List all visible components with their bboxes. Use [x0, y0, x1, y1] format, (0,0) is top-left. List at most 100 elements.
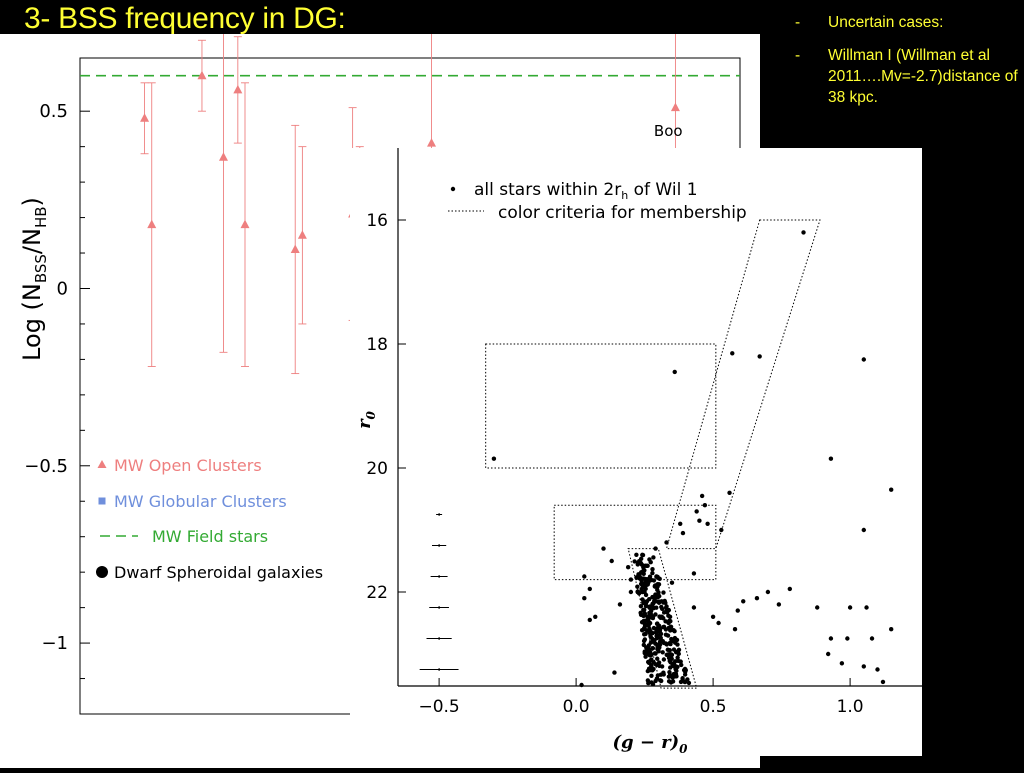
star-point	[735, 608, 740, 613]
star-point	[632, 559, 637, 564]
note-bullet: -	[795, 47, 801, 64]
y-tick-label: 0.5	[39, 101, 68, 122]
star-point	[646, 666, 652, 671]
star-point	[651, 625, 657, 631]
star-point	[765, 589, 771, 595]
star-point	[889, 627, 894, 632]
star-point	[642, 582, 647, 587]
y-axis-label: Log (NBSS/NHB)	[18, 197, 50, 361]
star-point	[716, 620, 721, 626]
star-point	[654, 633, 659, 639]
star-point	[845, 636, 850, 641]
star-point	[657, 629, 662, 634]
star-point	[653, 651, 658, 656]
star-point	[652, 595, 658, 600]
membership-polygon	[665, 219, 821, 550]
star-point	[649, 657, 654, 662]
legend: MW Open Clusters MW Globular Clusters MW F…	[96, 456, 323, 582]
star-point	[635, 589, 640, 595]
star-point	[776, 602, 782, 607]
star-point	[647, 574, 653, 579]
star-point	[656, 660, 662, 665]
note-item: - Uncertain cases:	[795, 12, 1024, 33]
star-point	[675, 655, 680, 660]
star-point	[880, 679, 886, 685]
open-cluster-point	[290, 244, 300, 253]
legend-label: color criteria for membership	[498, 203, 747, 223]
membership-box	[553, 504, 717, 581]
star-point	[642, 623, 648, 628]
star-point	[667, 614, 673, 620]
star-point	[727, 490, 732, 495]
star-point	[678, 521, 683, 526]
star-point	[650, 567, 655, 572]
star-point	[847, 605, 853, 610]
y-tick-label: 20	[366, 459, 388, 479]
star-point	[662, 598, 667, 604]
note-text: Willman I (Willman et al 2011….Mv=-2.7)d…	[828, 47, 1018, 106]
star-point	[671, 661, 677, 666]
bss-frequency-chart: 0.50−0.5−1−5 BooCarinaCVINGCNGC5 MW Open…	[18, 0, 983, 744]
x-tick-label: 0.5	[700, 697, 727, 717]
star-point	[638, 581, 644, 587]
membership-criteria-layer	[485, 219, 821, 689]
star-point	[657, 626, 662, 631]
open-cluster-point	[297, 230, 307, 239]
star-point	[634, 552, 639, 557]
star-point	[647, 653, 653, 658]
star-point	[741, 599, 746, 604]
star-point	[641, 642, 647, 648]
star-point	[635, 584, 640, 589]
star-point	[649, 673, 654, 678]
star-point	[650, 601, 655, 607]
star-point	[702, 503, 708, 508]
star-point	[639, 577, 644, 583]
star-point	[676, 651, 681, 657]
star-point	[676, 658, 681, 664]
x-tick-label: 1.0	[837, 697, 864, 717]
star-point	[628, 577, 634, 582]
star-point	[640, 552, 645, 558]
star-point	[828, 636, 834, 641]
star-point	[647, 605, 652, 610]
legend-square-marker	[98, 497, 106, 505]
legend: all stars within 2rh of Wil 1 color crit…	[448, 180, 747, 223]
legend-label: all stars within 2rh of Wil 1	[474, 180, 698, 202]
star-point	[682, 672, 688, 677]
star-point	[640, 597, 645, 602]
open-cluster-point	[147, 219, 157, 229]
star-point	[658, 615, 663, 621]
star-point	[666, 620, 671, 626]
note-bullet: -	[795, 14, 801, 31]
star-point	[680, 530, 686, 536]
star-point	[670, 679, 676, 684]
star-point	[666, 674, 672, 679]
star-point	[628, 589, 634, 595]
star-point	[638, 603, 644, 609]
star-point	[869, 636, 875, 641]
star-point	[672, 635, 678, 641]
star-point	[664, 540, 669, 545]
legend-label: MW Open Clusters	[114, 456, 262, 475]
open-cluster-point	[197, 70, 207, 80]
star-point	[691, 605, 697, 610]
star-point	[587, 617, 592, 623]
star-point	[655, 656, 660, 661]
star-point	[825, 651, 831, 657]
star-point	[699, 493, 705, 499]
star-point	[665, 610, 670, 615]
star-point	[787, 586, 793, 592]
star-point	[642, 585, 647, 590]
star-point	[672, 628, 677, 634]
star-point	[582, 574, 587, 579]
annotation-label: Boo	[654, 122, 683, 140]
star-point	[636, 572, 641, 577]
y-tick-label: −0.5	[24, 456, 68, 477]
star-point	[625, 565, 631, 570]
star-point	[679, 662, 684, 668]
star-point	[667, 669, 672, 675]
star-point	[642, 607, 647, 612]
open-cluster-point	[233, 84, 243, 94]
open-cluster-point	[427, 138, 437, 147]
star-point	[653, 641, 658, 646]
